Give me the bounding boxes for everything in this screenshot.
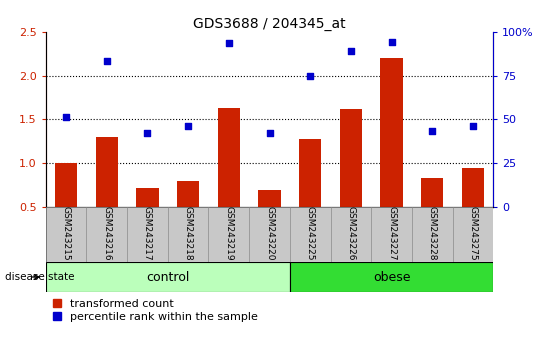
Text: obese: obese bbox=[373, 270, 410, 284]
Bar bbox=[46, 262, 290, 292]
Bar bbox=[453, 207, 493, 262]
Text: GSM243220: GSM243220 bbox=[265, 206, 274, 261]
Bar bbox=[55, 163, 77, 207]
Point bbox=[184, 123, 192, 129]
Bar bbox=[95, 137, 118, 207]
Bar bbox=[371, 207, 412, 262]
Bar bbox=[136, 188, 158, 207]
Bar bbox=[177, 181, 199, 207]
Bar bbox=[86, 207, 127, 262]
Point bbox=[143, 130, 152, 136]
Text: GSM243218: GSM243218 bbox=[184, 206, 192, 261]
Bar bbox=[46, 207, 86, 262]
Bar bbox=[290, 262, 493, 292]
Bar bbox=[127, 207, 168, 262]
Text: GSM243217: GSM243217 bbox=[143, 206, 152, 261]
Bar bbox=[290, 207, 330, 262]
Point bbox=[102, 58, 111, 64]
Text: GSM243225: GSM243225 bbox=[306, 206, 315, 261]
Point bbox=[265, 130, 274, 136]
Point bbox=[428, 128, 437, 134]
Bar bbox=[249, 207, 290, 262]
Text: GSM243275: GSM243275 bbox=[468, 206, 478, 261]
Point bbox=[225, 40, 233, 46]
Point bbox=[62, 114, 71, 120]
Text: GSM243215: GSM243215 bbox=[61, 206, 71, 261]
Bar bbox=[218, 108, 240, 207]
Text: GSM243216: GSM243216 bbox=[102, 206, 112, 261]
Legend: transformed count, percentile rank within the sample: transformed count, percentile rank withi… bbox=[51, 298, 259, 324]
Bar bbox=[258, 190, 281, 207]
Point bbox=[387, 40, 396, 45]
Bar bbox=[412, 207, 453, 262]
Bar bbox=[462, 168, 484, 207]
Title: GDS3688 / 204345_at: GDS3688 / 204345_at bbox=[193, 17, 346, 31]
Bar bbox=[330, 207, 371, 262]
Text: disease state: disease state bbox=[5, 272, 75, 282]
Bar bbox=[421, 178, 444, 207]
Bar bbox=[209, 207, 249, 262]
Text: GSM243227: GSM243227 bbox=[387, 206, 396, 261]
Point bbox=[347, 48, 355, 54]
Bar bbox=[168, 207, 209, 262]
Bar bbox=[340, 109, 362, 207]
Point bbox=[468, 123, 477, 129]
Point bbox=[306, 73, 314, 79]
Text: GSM243228: GSM243228 bbox=[427, 206, 437, 261]
Text: control: control bbox=[146, 270, 190, 284]
Text: GSM243226: GSM243226 bbox=[347, 206, 355, 261]
Bar bbox=[381, 58, 403, 207]
Text: GSM243219: GSM243219 bbox=[224, 206, 233, 261]
Bar bbox=[299, 139, 321, 207]
